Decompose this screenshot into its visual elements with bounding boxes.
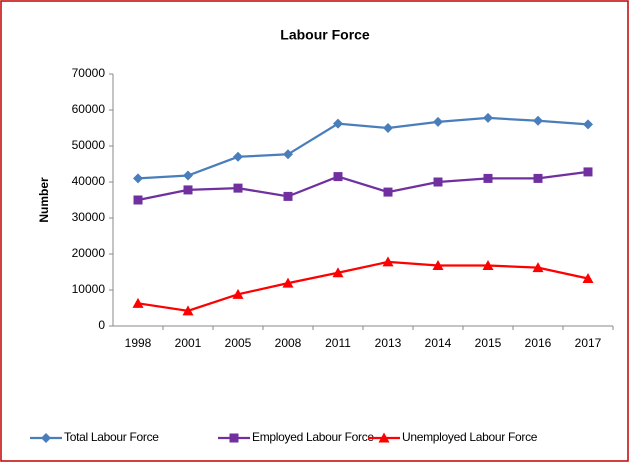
data-point	[583, 167, 593, 177]
x-tick-label: 2014	[425, 336, 452, 350]
series-line	[137, 260, 589, 313]
data-point	[383, 123, 393, 133]
series-line	[137, 116, 589, 180]
data-point	[382, 256, 394, 267]
legend-marker	[41, 433, 51, 443]
y-tick-label: 50000	[72, 138, 106, 152]
data-point	[433, 177, 443, 187]
data-point	[533, 115, 543, 126]
data-point	[482, 260, 494, 271]
x-tick-label: 2011	[325, 336, 351, 350]
x-tick-label: 2013	[375, 336, 402, 350]
data-point	[532, 262, 544, 273]
y-tick-label: 30000	[72, 210, 106, 224]
x-tick-label: 2016	[525, 336, 552, 350]
chart-title: Labour Force	[280, 27, 370, 43]
x-tick-label: 2001	[175, 336, 202, 350]
legend-marker	[378, 432, 390, 443]
data-point	[183, 185, 193, 195]
x-tick-label: 2015	[475, 336, 502, 350]
x-tick-label: 2005	[225, 336, 252, 350]
y-tick-label: 40000	[72, 174, 106, 188]
legend-marker	[229, 433, 239, 443]
data-point	[582, 272, 594, 283]
data-point	[133, 173, 143, 184]
data-point	[433, 116, 443, 127]
data-point	[182, 305, 194, 316]
legend-label: Employed Labour Force	[252, 430, 374, 444]
data-point	[333, 118, 343, 129]
legend-label: Unemployed Labour Force	[402, 430, 538, 444]
data-point	[183, 170, 193, 181]
data-point	[483, 112, 493, 123]
data-point	[132, 297, 144, 308]
data-point	[133, 195, 143, 205]
data-point	[533, 173, 543, 183]
data-point	[233, 183, 243, 193]
data-point	[583, 119, 593, 130]
legend-label: Total Labour Force	[64, 430, 159, 444]
data-point	[332, 267, 344, 278]
y-tick-label: 20000	[72, 246, 106, 260]
data-point	[483, 173, 493, 183]
data-point	[383, 187, 393, 197]
y-tick-label: 60000	[72, 102, 106, 116]
data-point	[333, 172, 343, 182]
data-point	[232, 288, 244, 299]
data-point	[283, 149, 293, 160]
x-tick-label: 2008	[275, 336, 302, 350]
y-tick-label: 10000	[72, 282, 106, 296]
x-tick-label: 1998	[125, 336, 152, 350]
data-point	[233, 151, 243, 162]
data-point	[282, 277, 294, 288]
y-tick-label: 0	[98, 318, 105, 332]
x-tick-label: 2017	[575, 336, 602, 350]
y-axis-label: Number	[37, 177, 51, 223]
data-point	[432, 260, 444, 271]
y-tick-label: 70000	[72, 66, 106, 80]
series-line	[137, 170, 589, 202]
data-point	[283, 191, 293, 201]
